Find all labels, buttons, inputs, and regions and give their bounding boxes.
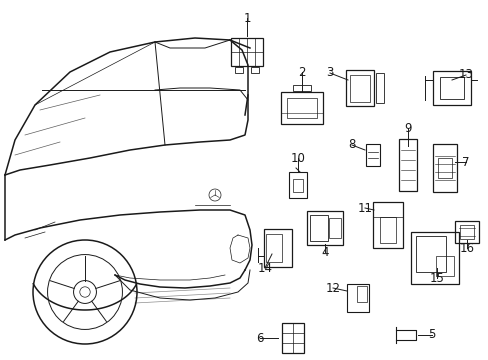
Bar xyxy=(410,232,458,284)
Bar xyxy=(282,323,304,353)
Text: 4: 4 xyxy=(321,246,328,258)
Bar xyxy=(288,172,306,198)
Bar xyxy=(306,211,342,245)
Bar xyxy=(432,71,470,105)
Bar xyxy=(415,236,445,272)
Text: 5: 5 xyxy=(427,328,435,342)
Bar xyxy=(398,139,416,191)
Bar xyxy=(281,92,323,124)
Text: 14: 14 xyxy=(257,261,272,274)
Bar xyxy=(328,218,340,238)
Bar xyxy=(292,85,310,91)
Text: 3: 3 xyxy=(325,67,333,80)
Bar xyxy=(235,67,243,73)
Text: 12: 12 xyxy=(325,282,340,294)
Bar xyxy=(349,75,369,102)
Bar xyxy=(439,77,464,99)
Bar xyxy=(365,144,379,166)
Bar xyxy=(264,229,291,267)
Bar xyxy=(432,144,456,192)
Text: 7: 7 xyxy=(461,156,469,168)
Bar xyxy=(379,217,395,243)
Text: 6: 6 xyxy=(256,332,263,345)
Text: 13: 13 xyxy=(458,68,472,81)
Text: 9: 9 xyxy=(404,122,411,135)
Bar xyxy=(372,202,402,248)
Bar xyxy=(356,286,366,302)
Bar xyxy=(230,38,263,66)
Text: 8: 8 xyxy=(347,139,355,152)
Bar xyxy=(437,158,451,177)
Bar xyxy=(287,98,316,118)
Bar xyxy=(454,221,478,243)
Bar xyxy=(309,215,327,241)
Text: 15: 15 xyxy=(428,271,444,284)
Text: 11: 11 xyxy=(357,202,372,215)
Text: 2: 2 xyxy=(298,66,305,78)
Bar xyxy=(375,73,383,103)
Bar xyxy=(346,70,373,106)
Text: 16: 16 xyxy=(459,242,473,255)
Bar xyxy=(265,234,282,262)
Bar xyxy=(435,256,453,276)
Text: 1: 1 xyxy=(243,12,250,24)
Bar xyxy=(292,179,303,192)
Bar xyxy=(459,225,473,239)
Text: 10: 10 xyxy=(290,152,305,165)
Bar xyxy=(250,67,259,73)
Bar xyxy=(346,284,368,312)
